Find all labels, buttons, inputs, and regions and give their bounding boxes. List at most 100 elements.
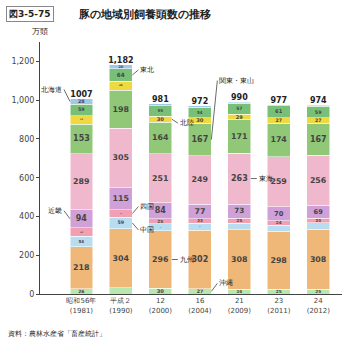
svg-text:59: 59 [315,110,322,115]
svg-text:27: 27 [276,118,282,123]
svg-text:304: 304 [112,254,129,263]
svg-text:29: 29 [236,114,243,120]
svg-text:164: 164 [152,133,169,142]
svg-text:94: 94 [76,214,88,223]
svg-text:59: 59 [78,107,85,112]
svg-text:27: 27 [315,118,321,123]
svg-text:167: 167 [310,135,327,144]
svg-text:沖縄: 沖縄 [219,279,233,287]
svg-text:23: 23 [316,218,322,223]
svg-text:1,000: 1,000 [11,96,34,105]
svg-text:関東・東山: 関東・東山 [219,77,254,85]
svg-text:308: 308 [310,255,326,264]
svg-text:198: 198 [112,105,128,114]
svg-text:115: 115 [112,194,128,203]
svg-text:35: 35 [199,226,200,227]
svg-text:256: 256 [310,176,327,185]
svg-text:23: 23 [197,218,203,223]
svg-text:20: 20 [118,65,123,69]
svg-text:296: 296 [152,255,169,264]
svg-text:153: 153 [73,134,90,143]
svg-text:84: 84 [155,206,167,215]
svg-text:38: 38 [120,213,122,215]
svg-text:近畿: 近畿 [48,207,62,215]
svg-text:24(2012): 24(2012) [307,297,331,314]
svg-text:1,200: 1,200 [11,57,34,66]
svg-text:東北: 東北 [140,66,154,74]
svg-text:55: 55 [157,108,163,113]
svg-text:171: 171 [231,132,247,141]
svg-text:46: 46 [119,84,123,87]
svg-text:豚の地域別飼養頭数の推移: 豚の地域別飼養頭数の推移 [78,8,211,21]
svg-text:23(2011): 23(2011) [267,297,291,314]
svg-text:800: 800 [19,135,34,144]
svg-text:200: 200 [19,251,34,260]
svg-text:400: 400 [19,212,34,221]
svg-text:990: 990 [231,93,248,102]
svg-text:174: 174 [270,135,287,144]
svg-text:北陸: 北陸 [180,119,194,127]
svg-text:298: 298 [270,256,286,265]
svg-text:30: 30 [157,288,165,294]
svg-text:16(2004): 16(2004) [188,297,212,314]
svg-text:263: 263 [231,174,248,183]
svg-text:25: 25 [315,289,321,294]
svg-text:69: 69 [314,208,324,216]
svg-text:平成２(1990): 平成２(1990) [109,297,133,314]
svg-text:37: 37 [160,227,162,229]
svg-text:27: 27 [197,289,203,294]
svg-text:302: 302 [192,255,209,264]
svg-text:33: 33 [121,290,122,291]
svg-text:24: 24 [276,220,282,225]
svg-text:1,182: 1,182 [108,56,133,65]
svg-text:289: 289 [73,177,89,186]
svg-text:600: 600 [19,173,34,182]
svg-text:259: 259 [270,177,286,186]
svg-text:70: 70 [274,210,284,218]
svg-text:0: 0 [29,290,34,299]
svg-text:32: 32 [279,227,280,228]
svg-text:12(2000): 12(2000) [149,297,173,314]
svg-text:26: 26 [78,289,84,294]
svg-text:54: 54 [79,239,85,244]
svg-text:1007: 1007 [70,90,92,99]
svg-text:図3-5-75: 図3-5-75 [9,9,51,19]
svg-text:28: 28 [78,99,85,104]
svg-text:25: 25 [276,289,282,294]
svg-text:北海道: 北海道 [41,86,62,94]
svg-text:59: 59 [117,220,124,225]
svg-text:974: 974 [310,96,327,105]
svg-text:251: 251 [152,174,168,183]
svg-text:資料：農林水産省「畜産統計」: 資料：農林水産省「畜産統計」 [8,329,106,338]
svg-text:21(2009): 21(2009) [228,297,252,314]
svg-text:218: 218 [73,263,89,272]
svg-text:981: 981 [152,95,169,104]
svg-text:30: 30 [196,117,204,123]
svg-text:249: 249 [191,175,207,184]
svg-text:972: 972 [192,97,209,106]
svg-text:308: 308 [231,255,247,264]
svg-text:九州: 九州 [180,256,194,264]
svg-text:中国: 中国 [140,226,154,234]
svg-text:24: 24 [236,289,242,294]
svg-text:77: 77 [194,207,205,216]
svg-text:305: 305 [112,153,128,162]
svg-text:61: 61 [275,108,283,114]
svg-text:57: 57 [236,106,242,111]
svg-text:昭和56年(1981): 昭和56年(1981) [66,297,96,314]
svg-text:30: 30 [157,116,165,122]
svg-text:64: 64 [117,72,125,78]
svg-text:34: 34 [318,225,319,226]
svg-text:万頭: 万頭 [32,27,48,36]
svg-text:977: 977 [270,96,287,105]
svg-text:43: 43 [80,118,83,121]
svg-text:43: 43 [80,231,83,234]
svg-text:四国: 四国 [140,203,154,211]
svg-text:54: 54 [197,110,203,115]
svg-text:25: 25 [236,218,242,223]
svg-text:34: 34 [239,226,240,227]
svg-text:25: 25 [157,219,163,224]
svg-text:167: 167 [192,135,209,144]
svg-text:73: 73 [234,206,244,215]
svg-text:東海: 東海 [259,175,273,183]
